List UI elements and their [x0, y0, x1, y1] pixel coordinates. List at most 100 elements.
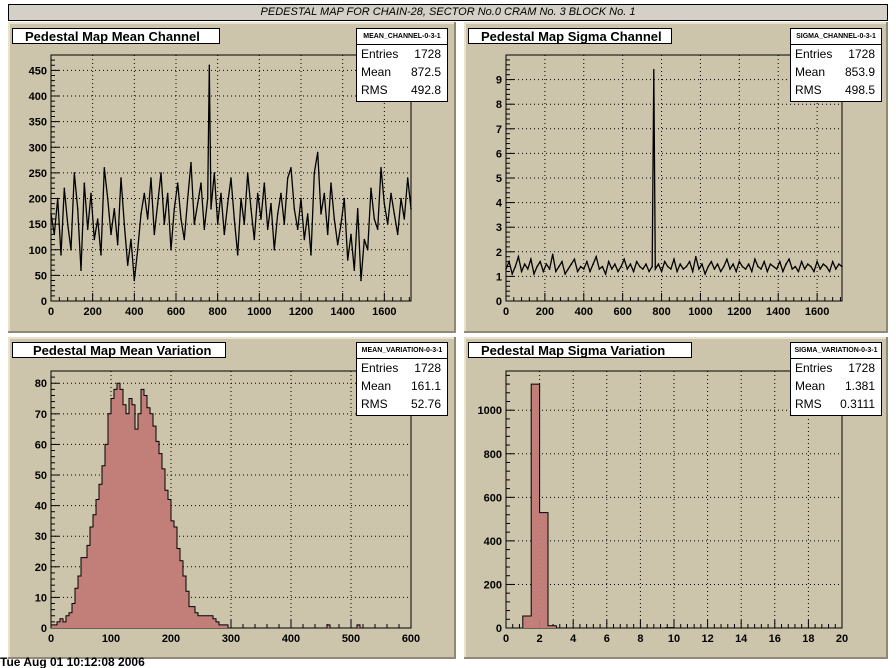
x-tick-label: 200: [83, 306, 101, 318]
data-point: [270, 202, 272, 205]
pad-mean-channel: 0 200 400 600 800 1000 1200 1400 1600 0 50 100 150 20…: [8, 22, 456, 333]
data-point: [554, 270, 557, 273]
data-point: [323, 192, 326, 195]
data-point: [757, 265, 759, 268]
stat-rms-label: RMS: [795, 397, 822, 411]
data-point: [548, 268, 551, 270]
x-tick-label: 1400: [330, 306, 354, 318]
data-point: [136, 248, 139, 251]
x-tick-label: 0: [503, 306, 509, 318]
data-point: [96, 218, 99, 220]
data-point: [673, 258, 675, 260]
histogram-bar: [120, 389, 123, 628]
data-point: [236, 254, 239, 256]
data-point: [373, 218, 376, 220]
data-point: [645, 263, 647, 265]
data-point: [340, 223, 342, 225]
data-point: [617, 270, 619, 273]
y-tick-label: 30: [35, 531, 47, 543]
x-tick-label: 6: [604, 633, 610, 645]
statbox-sigma-channel: SIGMA_CHANNEL-0-3-1 Entries 1728 Mean 853.…: [790, 28, 882, 102]
stat-mean-label: Mean: [795, 379, 826, 393]
data-point: [726, 258, 728, 260]
data-point: [828, 270, 831, 273]
data-point: [226, 202, 229, 205]
data-point: [253, 238, 256, 241]
data-point: [660, 270, 663, 273]
histogram-bar: [144, 395, 147, 628]
data-point: [620, 265, 622, 268]
data-point: [691, 270, 694, 273]
data-point: [732, 263, 734, 265]
x-tick-label: 20: [836, 633, 848, 645]
data-point: [306, 213, 309, 215]
data-point: [567, 268, 570, 270]
data-point: [533, 273, 535, 275]
data-point: [526, 268, 529, 270]
data-point: [713, 268, 716, 270]
data-point: [785, 263, 787, 265]
data-point: [788, 258, 790, 260]
data-point: [233, 218, 236, 220]
x-tick-label: 14: [735, 633, 748, 645]
x-tick-label: 1000: [247, 306, 271, 318]
x-tick-label: 12: [701, 633, 713, 645]
statbox-name: MEAN_VARIATION-0-3-1: [357, 343, 447, 359]
data-point: [243, 223, 246, 225]
y-tick-label: 200: [29, 194, 47, 206]
y-tick-label: 60: [35, 439, 47, 451]
stat-entries-value: 1728: [414, 361, 441, 375]
histogram-bar: [210, 615, 213, 628]
pad-title-sigma-channel: Pedestal Map Sigma Channel: [468, 28, 672, 44]
data-point: [654, 268, 657, 270]
x-tick-label: 1600: [805, 306, 829, 318]
data-point: [73, 172, 76, 174]
y-tick-label: 40: [35, 501, 47, 513]
data-point: [143, 192, 146, 195]
data-point: [220, 192, 222, 195]
data-point: [406, 177, 409, 179]
data-point: [570, 263, 573, 265]
x-tick-label: 800: [652, 306, 670, 318]
plot-mean-channel: 0 200 400 600 800 1000 1200 1400 1600 0 50 100 150 20…: [29, 54, 412, 318]
data-point: [410, 207, 412, 210]
stat-entries-value: 1728: [848, 361, 875, 375]
x-tick-label: 200: [162, 633, 180, 645]
data-point: [598, 268, 601, 270]
footer-timestamp: Tue Aug 01 10:12:08 2006: [0, 656, 145, 668]
y-tick-label: 600: [484, 492, 502, 504]
stat-mean-value: 853.9: [844, 65, 875, 79]
data-point: [293, 207, 296, 210]
data-point: [183, 238, 186, 241]
data-point: [403, 218, 406, 220]
data-point: [400, 197, 402, 200]
data-point: [300, 197, 302, 200]
histogram-bar: [153, 426, 156, 628]
histogram-bar: [189, 606, 192, 628]
data-point: [648, 270, 650, 273]
data-point: [166, 192, 169, 195]
data-point: [652, 68, 655, 71]
histogram-bar: [357, 624, 360, 628]
histogram-bar: [539, 512, 548, 628]
data-point: [626, 268, 629, 270]
data-point: [701, 263, 703, 265]
data-point: [688, 260, 691, 263]
data-point: [303, 238, 306, 241]
data-point: [216, 223, 219, 225]
histogram-bar: [105, 444, 108, 628]
data-point: [70, 248, 72, 251]
histogram-bar: [75, 588, 78, 628]
x-tick-label: 10: [668, 633, 680, 645]
histogram-bar: [135, 429, 138, 628]
data-point: [763, 260, 766, 263]
data-point: [694, 255, 697, 258]
data-point: [719, 270, 722, 273]
data-point: [343, 197, 346, 200]
data-point: [542, 270, 545, 273]
data-point: [186, 197, 189, 200]
histogram-bar: [66, 615, 69, 628]
data-point: [813, 270, 815, 273]
y-tick-label: 1: [496, 271, 502, 283]
